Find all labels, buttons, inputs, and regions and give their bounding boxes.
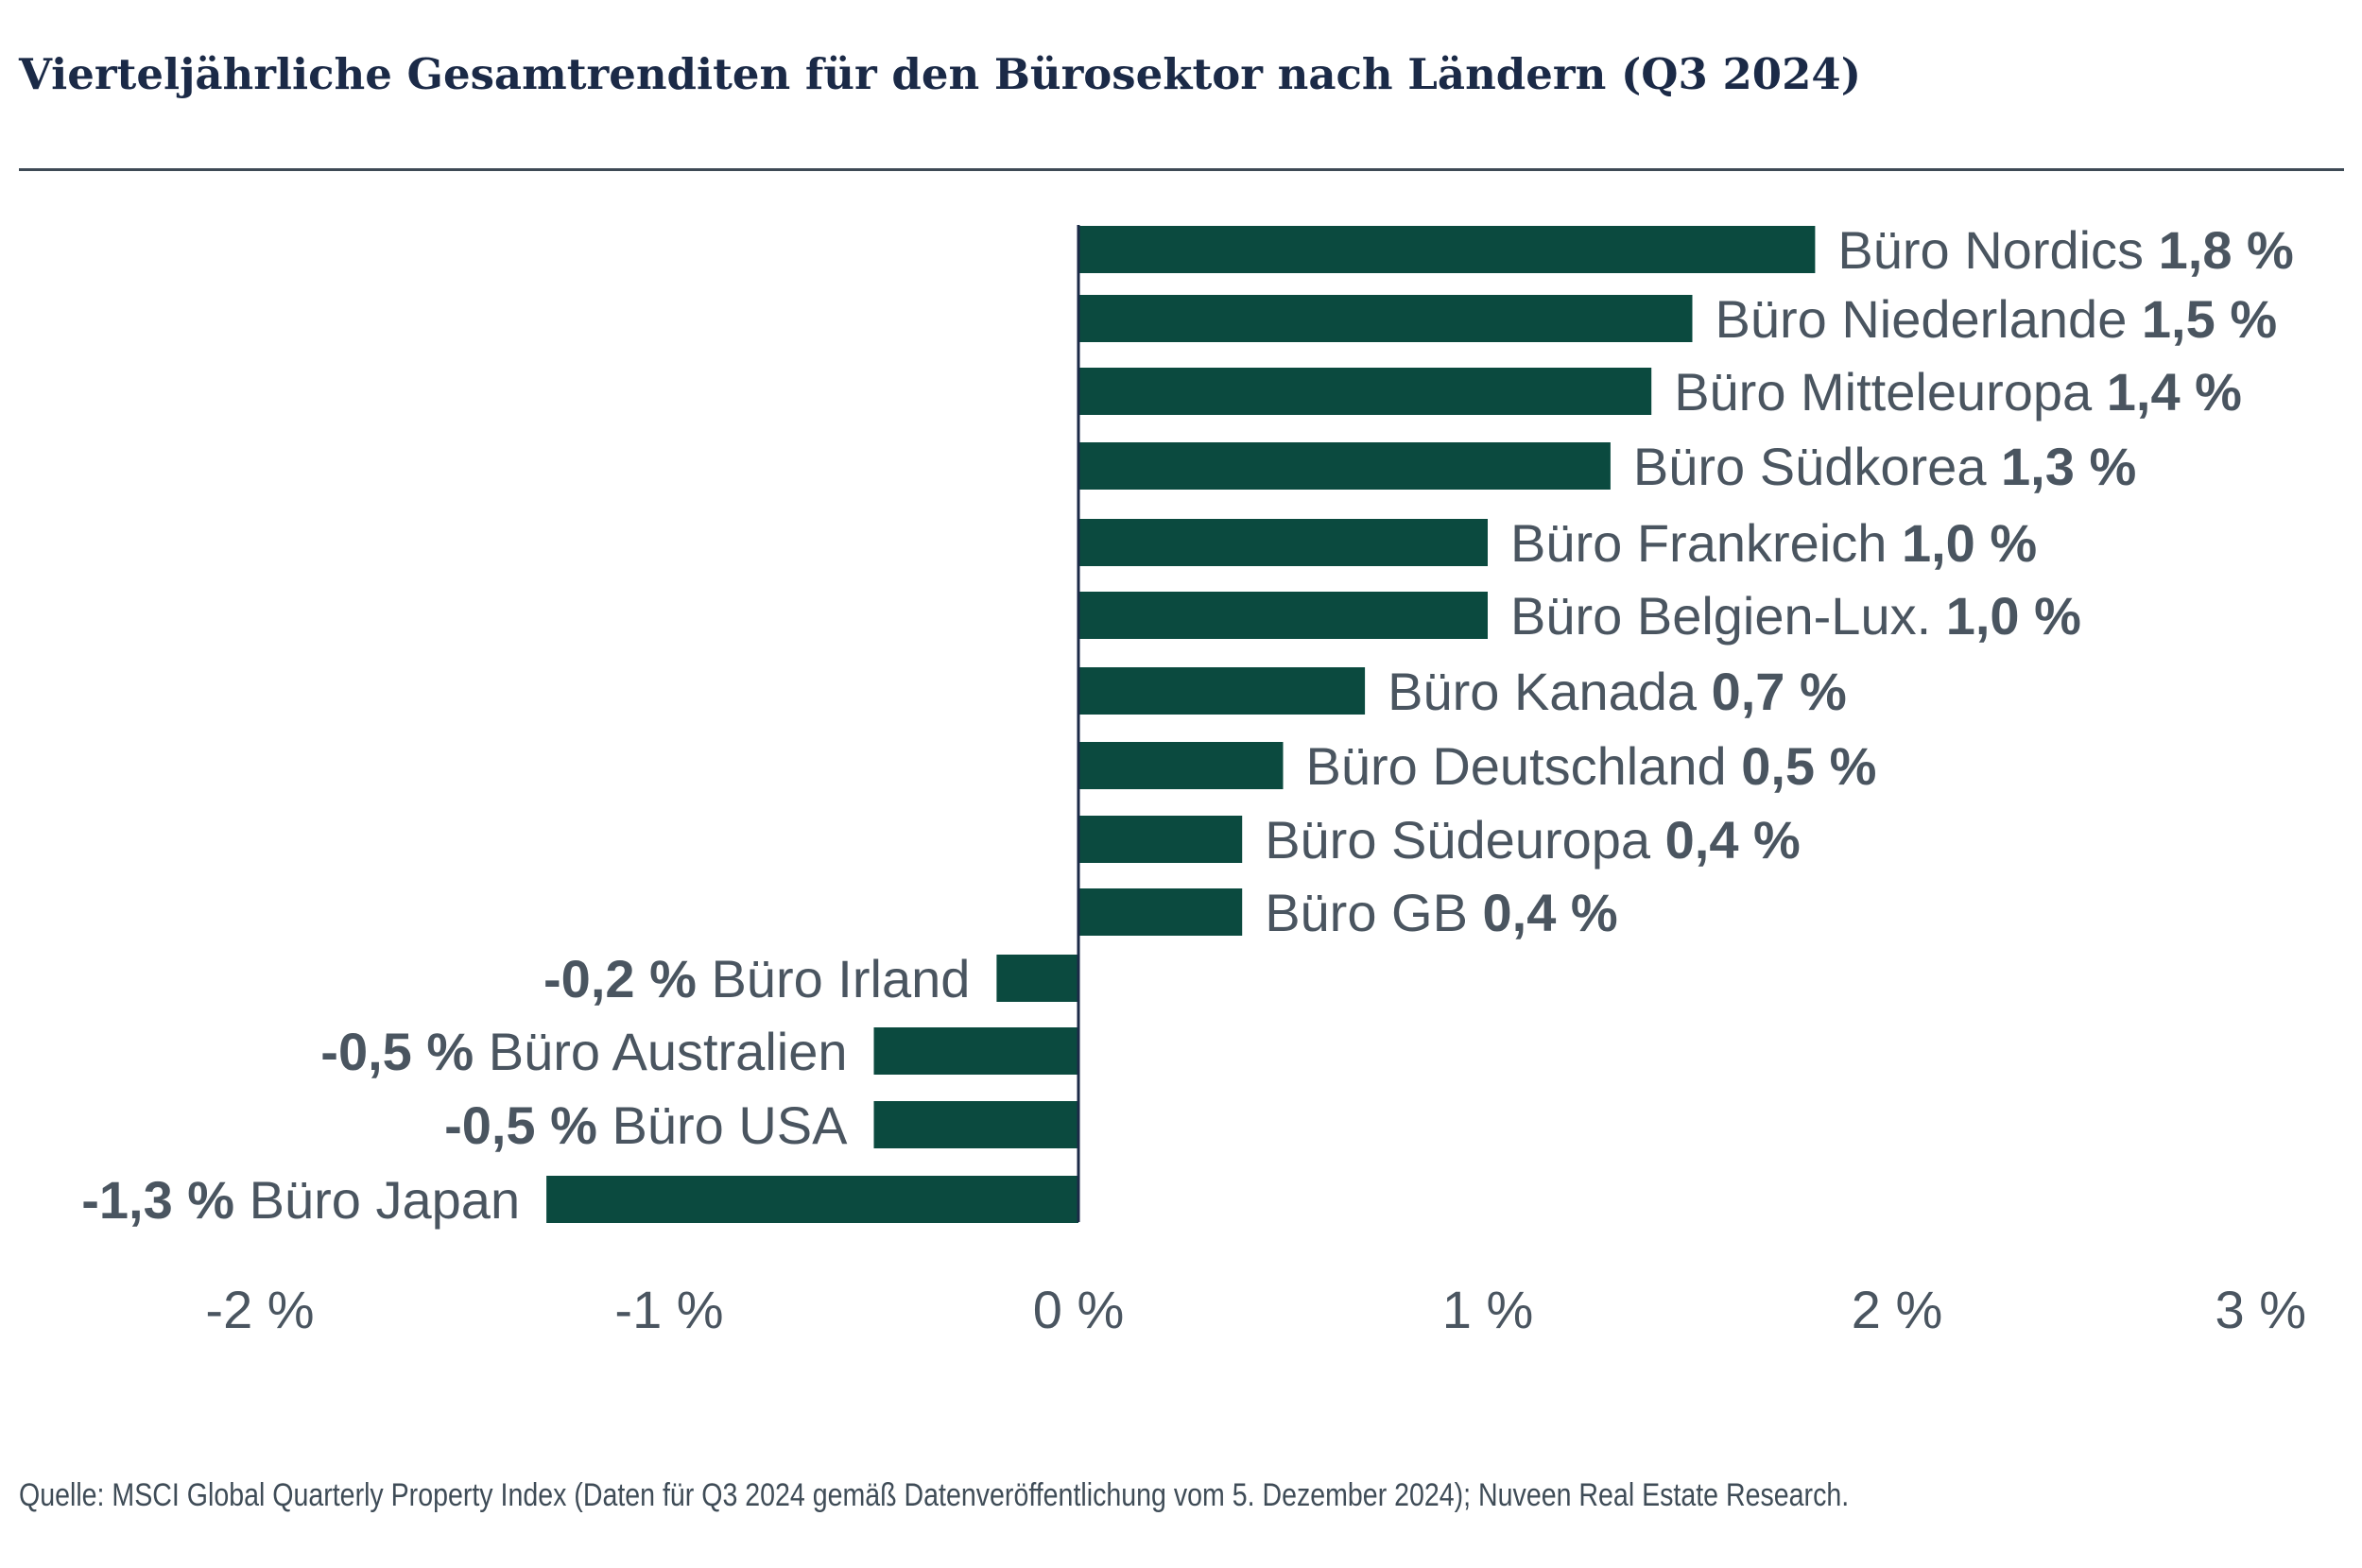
x-tick-label: -1 % <box>614 1280 723 1339</box>
x-tick-label: 1 % <box>1442 1280 1534 1339</box>
bar-buero-kanada <box>1078 667 1366 715</box>
bar-label-buero-mitteleuropa: Büro Mitteleuropa 1,4 % <box>1674 362 2242 422</box>
x-tick-label: 2 % <box>1852 1280 1943 1339</box>
bar-chart: Büro Nordics 1,8 % Büro Niederlande 1,5 %… <box>81 220 2307 1339</box>
bar-label-buero-australien: -0,5 % Büro Australien <box>320 1022 847 1081</box>
bar-buero-usa <box>873 1101 1078 1148</box>
bar-buero-frankreich <box>1078 519 1488 566</box>
bar-buero-irland <box>996 955 1078 1002</box>
bar-buero-australien <box>873 1027 1078 1075</box>
bar-buero-belgien-lux <box>1078 592 1488 639</box>
chart-title: Vierteljährliche Gesamtrenditen für den … <box>19 49 1861 99</box>
bar-label-buero-usa: -0,5 % Büro USA <box>444 1095 848 1155</box>
bar-buero-gb <box>1078 888 1243 936</box>
bar-buero-japan <box>546 1176 1078 1223</box>
x-tick-label: -2 % <box>205 1280 314 1339</box>
bar-label-buero-nordics: Büro Nordics 1,8 % <box>1837 220 2293 280</box>
bar-label-buero-deutschland: Büro Deutschland 0,5 % <box>1306 736 1877 796</box>
title-divider <box>19 168 2344 171</box>
bar-buero-niederlande <box>1078 295 1693 342</box>
bar-buero-nordics <box>1078 226 1816 273</box>
bar-label-buero-belgien-lux: Büro Belgien-Lux. 1,0 % <box>1510 586 2081 646</box>
bar-buero-suedkorea <box>1078 442 1611 490</box>
x-tick-label: 3 % <box>2215 1280 2307 1339</box>
bar-label-buero-gb: Büro GB 0,4 % <box>1265 883 1618 942</box>
bar-buero-mitteleuropa <box>1078 368 1652 415</box>
bar-buero-suedeuropa <box>1078 816 1243 863</box>
bar-label-buero-irland: -0,2 % Büro Irland <box>543 949 970 1008</box>
bar-label-buero-suedkorea: Büro Südkorea 1,3 % <box>1633 437 2136 496</box>
source-note: Quelle: MSCI Global Quarterly Property I… <box>19 1477 1850 1513</box>
bar-label-buero-frankreich: Büro Frankreich 1,0 % <box>1510 513 2037 573</box>
bar-label-buero-kanada: Büro Kanada 0,7 % <box>1388 662 1847 721</box>
bar-buero-deutschland <box>1078 742 1284 789</box>
x-tick-label: 0 % <box>1033 1280 1125 1339</box>
bar-label-buero-japan: -1,3 % Büro Japan <box>81 1170 520 1230</box>
bar-label-buero-niederlande: Büro Niederlande 1,5 % <box>1715 289 2278 349</box>
bar-label-buero-suedeuropa: Büro Südeuropa 0,4 % <box>1265 810 1801 870</box>
